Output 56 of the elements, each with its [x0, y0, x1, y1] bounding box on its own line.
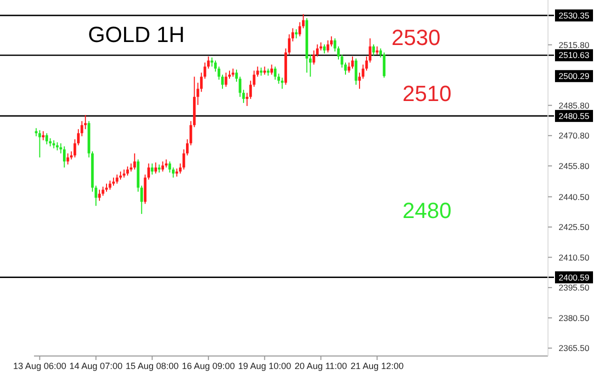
annotation: 2530 [392, 25, 440, 50]
candlestick [126, 166, 129, 176]
candlestick [66, 152, 70, 165]
candlestick [133, 152, 136, 170]
candlestick [326, 40, 330, 53]
candlestick [38, 130, 42, 158]
candlestick [294, 28, 298, 39]
candlestick [274, 66, 277, 80]
annotation: 2480 [402, 198, 452, 223]
candlestick [62, 146, 66, 168]
candlestick [224, 72, 228, 88]
y-tick-label: 2425.50 [558, 222, 590, 232]
candlestick [210, 57, 214, 68]
text: GOLD 1H [88, 22, 185, 47]
x-tick-label: 14 Aug 07:00 [69, 361, 122, 371]
candlestick [298, 22, 302, 37]
candlestick [291, 28, 294, 42]
y-tick-label: 2515.80 [558, 40, 590, 50]
candlestick [116, 174, 118, 184]
y-tick-label: 2410.50 [558, 252, 590, 262]
y-tick-label: 2395.50 [558, 282, 590, 293]
candlestick [150, 162, 154, 176]
y-tick-label: 2380.50 [558, 312, 590, 323]
candlestick [154, 162, 158, 174]
candlestick [323, 44, 326, 54]
candlestick [45, 132, 48, 145]
ref-line-label: 2400.59 [558, 272, 590, 282]
y-tick-label: 2470.80 [558, 130, 590, 141]
candlestick [280, 77, 284, 90]
candlestick [108, 180, 112, 190]
y-tick-label: 2455.80 [558, 160, 590, 171]
x-tick-label: 13 Aug 06:00 [13, 361, 66, 371]
candlestick [172, 167, 175, 178]
x-tick-label: 20 Aug 11:00 [294, 361, 348, 371]
ref-line-label: 2510.63 [558, 50, 590, 60]
candlestick [372, 44, 375, 56]
candlestick [354, 58, 358, 86]
y-tick-label: 2440.50 [558, 192, 590, 202]
candlestick [168, 160, 172, 174]
x-tick-label: 21 Aug 12:00 [350, 361, 404, 371]
candlestick [270, 64, 273, 76]
candlestick [312, 50, 316, 66]
x-tick-label: 15 Aug 08:00 [126, 361, 179, 371]
candlestick [42, 130, 45, 141]
ref-line-label: 2530.35 [558, 10, 590, 20]
text: 2500.29 [558, 71, 590, 82]
ref-line-label: 2480.55 [558, 110, 590, 121]
candlestick [161, 160, 164, 172]
annotation: 2510 [402, 81, 452, 106]
y-tick-label: 2365.50 [558, 343, 590, 354]
candlestick [98, 189, 101, 202]
x-tick-label: 19 Aug 10:00 [238, 361, 292, 371]
x-tick-label: 16 Aug 09:00 [182, 361, 235, 371]
y-tick-label: 2485.80 [558, 100, 590, 110]
candlestick [351, 56, 354, 70]
candlestick [382, 52, 386, 78]
